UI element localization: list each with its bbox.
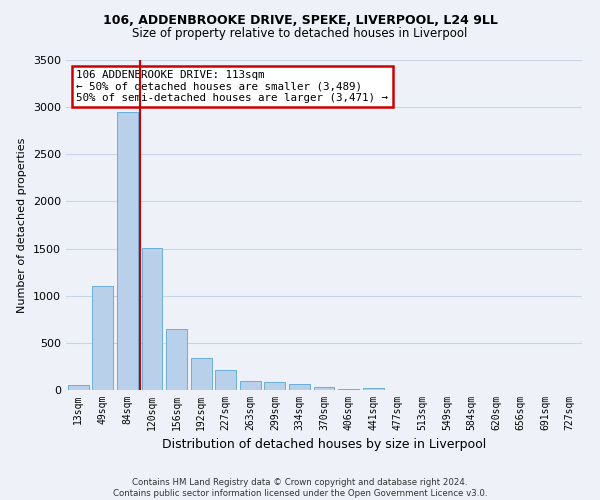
Bar [142, 248, 163, 390]
Bar [191, 358, 212, 390]
Bar [215, 370, 236, 390]
Text: Contains HM Land Registry data © Crown copyright and database right 2024.
Contai: Contains HM Land Registry data © Crown c… [113, 478, 487, 498]
Bar [338, 389, 359, 390]
Bar [240, 380, 261, 390]
Text: 106, ADDENBROOKE DRIVE, SPEKE, LIVERPOOL, L24 9LL: 106, ADDENBROOKE DRIVE, SPEKE, LIVERPOOL… [103, 14, 497, 27]
Bar [68, 386, 89, 390]
Y-axis label: Number of detached properties: Number of detached properties [17, 138, 28, 312]
Bar [289, 384, 310, 390]
Bar [166, 329, 187, 390]
Bar [362, 388, 383, 390]
Bar [314, 387, 334, 390]
Text: 106 ADDENBROOKE DRIVE: 113sqm
← 50% of detached houses are smaller (3,489)
50% o: 106 ADDENBROOKE DRIVE: 113sqm ← 50% of d… [76, 70, 388, 103]
Bar [117, 112, 138, 390]
Text: Size of property relative to detached houses in Liverpool: Size of property relative to detached ho… [133, 28, 467, 40]
Bar [265, 382, 286, 390]
X-axis label: Distribution of detached houses by size in Liverpool: Distribution of detached houses by size … [162, 438, 486, 452]
Bar [92, 286, 113, 390]
